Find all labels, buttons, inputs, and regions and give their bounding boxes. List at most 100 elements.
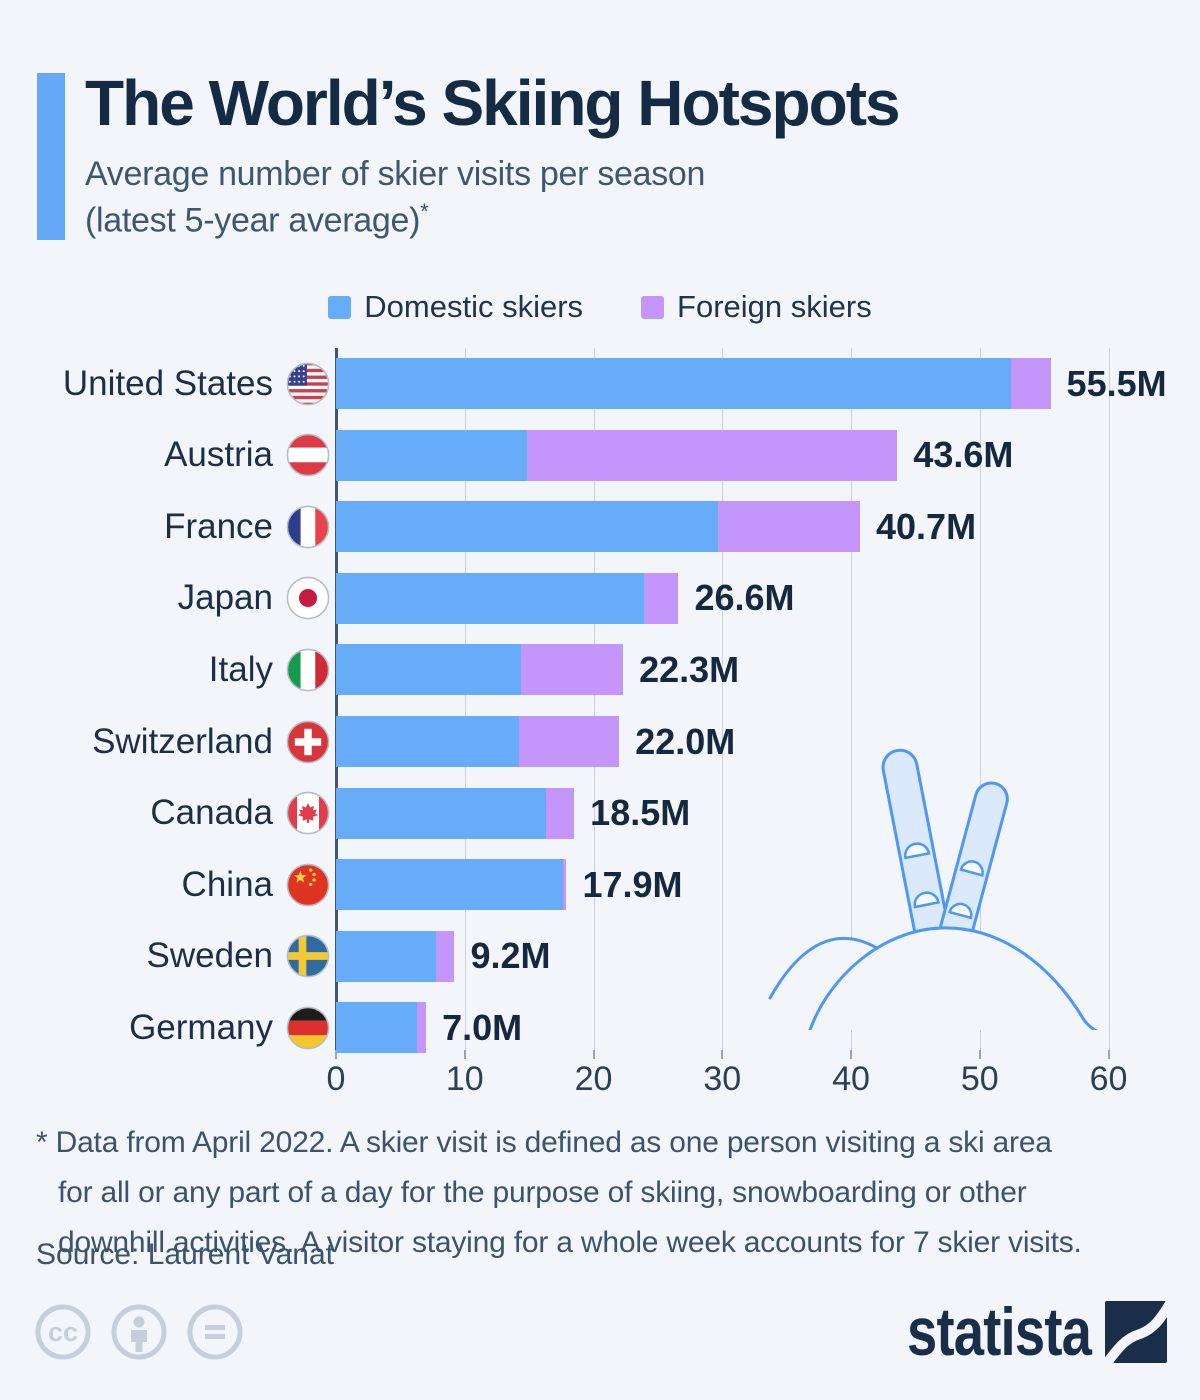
gridline-40 <box>851 348 852 1050</box>
switzerland-flag-icon <box>286 720 330 764</box>
country-label-switzerland: Switzerland <box>92 721 273 761</box>
country-label-austria: Austria <box>164 435 273 475</box>
japan-flag-icon <box>286 576 330 620</box>
chart-row-switzerland: Switzerland 22.0M <box>0 716 1200 767</box>
gridline-60 <box>1108 348 1110 1050</box>
italy-flag-icon <box>286 648 330 692</box>
foreign-segment[interactable] <box>718 501 860 553</box>
stacked-bar-germany[interactable] <box>336 1002 427 1054</box>
gridline-20 <box>593 348 595 1050</box>
row-label-cell: Sweden <box>0 934 336 978</box>
statista-mark-icon <box>1105 1301 1167 1363</box>
domestic-segment[interactable] <box>336 644 522 696</box>
x-axis-label-10: 10 <box>445 1060 484 1098</box>
foreign-segment[interactable] <box>545 787 575 839</box>
row-label-cell: China <box>0 863 336 907</box>
stacked-bar-us[interactable] <box>336 358 1051 409</box>
stacked-bar-japan[interactable] <box>336 572 679 624</box>
domestic-segment[interactable] <box>336 716 519 767</box>
value-label-us: 55.5M <box>1066 362 1167 404</box>
france-flag-icon <box>286 505 330 549</box>
footnote-line-2: for all or any part of a day for the pur… <box>58 1176 1027 1210</box>
legend-item-foreign: Foreign skiers <box>641 289 872 325</box>
row-label-cell: Germany <box>0 1006 336 1050</box>
subtitle-line-2: (latest 5-year average) <box>85 201 421 240</box>
stacked-bar-china[interactable] <box>336 859 567 911</box>
row-label-cell: Switzerland <box>0 720 336 764</box>
row-label-cell: Italy <box>0 648 336 692</box>
footnote: * Data from April 2022. A skier visit is… <box>36 1118 1186 1268</box>
subtitle-line-1: Average number of skier visits per seaso… <box>85 155 706 193</box>
foreign-segment[interactable] <box>562 859 567 911</box>
domestic-segment[interactable] <box>336 572 644 624</box>
foreign-swatch-icon <box>641 295 665 319</box>
row-label-cell: France <box>0 505 336 549</box>
domestic-segment[interactable] <box>336 501 719 553</box>
country-label-italy: Italy <box>208 649 273 689</box>
value-label-switzerland: 22.0M <box>635 720 736 762</box>
gridline-0 <box>335 348 338 1050</box>
us-flag-icon <box>286 362 330 406</box>
foreign-segment[interactable] <box>518 716 620 767</box>
value-label-france: 40.7M <box>876 505 977 547</box>
stacked-bar-france[interactable] <box>336 501 860 553</box>
tick-40 <box>850 1050 852 1059</box>
footnote-line-3: downhill activities. A visitor staying f… <box>58 1226 1082 1260</box>
country-label-canada: Canada <box>150 793 273 833</box>
chart-row-china: China 17.9M <box>0 859 1200 911</box>
country-label-japan: Japan <box>177 578 273 618</box>
tick-30 <box>721 1050 724 1059</box>
domestic-segment[interactable] <box>336 429 527 481</box>
row-label-cell: Japan <box>0 576 336 620</box>
country-label-china: China <box>181 864 273 904</box>
china-flag-icon <box>286 863 330 907</box>
stacked-bar-canada[interactable] <box>336 787 575 839</box>
statista-logo[interactable]: statista <box>861 1293 1167 1371</box>
value-label-china: 17.9M <box>582 863 683 905</box>
cc-icon[interactable]: cc <box>34 1303 92 1361</box>
stacked-bar-switzerland[interactable] <box>336 716 620 767</box>
domestic-segment[interactable] <box>336 930 437 982</box>
svg-text:cc: cc <box>48 1317 78 1347</box>
foreign-segment[interactable] <box>526 429 898 481</box>
x-axis-label-20: 20 <box>574 1060 613 1098</box>
chart-row-japan: Japan 26.6M <box>0 572 1200 624</box>
domestic-segment[interactable] <box>336 787 546 839</box>
nd-icon[interactable] <box>186 1303 244 1361</box>
foreign-segment[interactable] <box>521 644 624 696</box>
chart-row-us: United States 55.5M <box>0 358 1200 409</box>
attribution-icon[interactable] <box>110 1303 168 1361</box>
value-label-italy: 22.3M <box>639 648 740 690</box>
chart-row-austria: Austria 43.6M <box>0 429 1200 481</box>
domestic-segment[interactable] <box>336 358 1011 409</box>
tick-10 <box>463 1050 466 1059</box>
x-axis-label-50: 50 <box>960 1060 999 1098</box>
country-label-us: United States <box>62 363 273 403</box>
foreign-segment[interactable] <box>643 572 679 624</box>
row-label-cell: Austria <box>0 433 336 477</box>
domestic-segment[interactable] <box>336 1002 418 1054</box>
stacked-bar-sweden[interactable] <box>336 930 455 982</box>
foreign-segment[interactable] <box>1010 358 1051 409</box>
domestic-segment[interactable] <box>336 859 563 911</box>
x-axis-label-40: 40 <box>832 1060 870 1098</box>
sweden-flag-icon <box>286 934 330 978</box>
chart-row-italy: Italy 22.3M <box>0 644 1200 696</box>
tick-50 <box>978 1050 981 1059</box>
legend-item-domestic: Domestic skiers <box>328 289 583 325</box>
x-axis-label-60: 60 <box>1089 1060 1128 1098</box>
row-label-cell: United States <box>0 362 336 406</box>
foreign-segment[interactable] <box>417 1002 427 1054</box>
chart-row-germany: Germany 7.0M <box>0 1002 1200 1054</box>
gridline-30 <box>722 348 724 1050</box>
value-label-germany: 7.0M <box>442 1006 523 1048</box>
stacked-bar-italy[interactable] <box>336 644 624 696</box>
germany-flag-icon <box>286 1006 330 1050</box>
foreign-segment[interactable] <box>436 930 455 982</box>
value-label-canada: 18.5M <box>590 792 691 834</box>
domestic-swatch-icon <box>328 295 352 319</box>
legend-label-domestic: Domestic skiers <box>364 289 584 324</box>
legend-label-foreign: Foreign skiers <box>677 289 872 324</box>
stacked-bar-austria[interactable] <box>336 429 898 481</box>
value-label-sweden: 9.2M <box>470 935 551 977</box>
